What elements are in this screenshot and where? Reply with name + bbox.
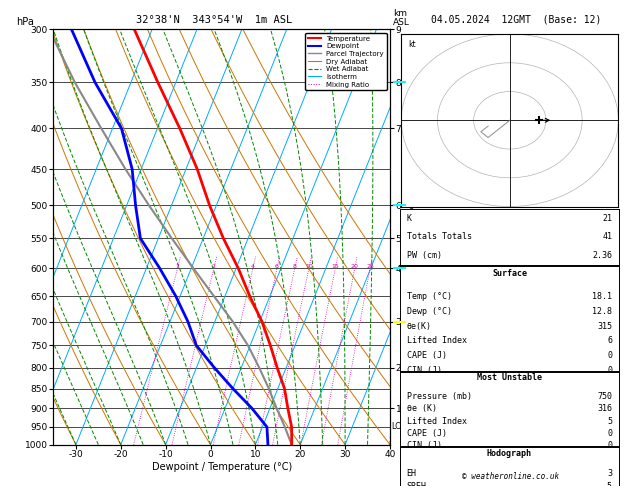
Text: 0: 0 [608, 429, 613, 438]
Text: Surface: Surface [492, 269, 527, 278]
Text: hPa: hPa [16, 17, 35, 27]
Text: 04.05.2024  12GMT  (Base: 12): 04.05.2024 12GMT (Base: 12) [431, 15, 601, 25]
Text: θe (K): θe (K) [406, 404, 437, 413]
Text: 5: 5 [608, 417, 613, 426]
Text: 0: 0 [608, 441, 613, 450]
Text: 25: 25 [366, 264, 374, 269]
Text: CAPE (J): CAPE (J) [406, 429, 447, 438]
Text: θe(K): θe(K) [406, 322, 431, 330]
Text: Totals Totals: Totals Totals [406, 232, 472, 242]
Text: 6: 6 [275, 264, 279, 269]
Text: Dewp (°C): Dewp (°C) [406, 307, 452, 315]
Text: Lifted Index: Lifted Index [406, 336, 467, 346]
Text: 1: 1 [175, 264, 179, 269]
Text: CIN (J): CIN (J) [406, 366, 442, 375]
Text: CAPE (J): CAPE (J) [406, 351, 447, 361]
Text: 0: 0 [608, 366, 613, 375]
Text: Temp (°C): Temp (°C) [406, 292, 452, 301]
Text: Hodograph: Hodograph [487, 449, 532, 458]
Text: 32°38'N  343°54'W  1m ASL: 32°38'N 343°54'W 1m ASL [136, 15, 292, 25]
Y-axis label: Mixing Ratio (g/kg): Mixing Ratio (g/kg) [406, 194, 415, 280]
X-axis label: Dewpoint / Temperature (°C): Dewpoint / Temperature (°C) [152, 462, 292, 472]
Text: 316: 316 [598, 404, 613, 413]
Text: LCL: LCL [391, 422, 405, 432]
Text: 0: 0 [608, 351, 613, 361]
Text: 20: 20 [350, 264, 359, 269]
Text: © weatheronline.co.uk: © weatheronline.co.uk [462, 472, 559, 481]
Text: EH: EH [406, 469, 416, 478]
Text: 21: 21 [603, 214, 613, 223]
Text: PW (cm): PW (cm) [406, 251, 442, 260]
Text: Lifted Index: Lifted Index [406, 417, 467, 426]
Text: 8: 8 [292, 264, 296, 269]
Text: 4: 4 [251, 264, 255, 269]
Text: Pressure (mb): Pressure (mb) [406, 392, 472, 401]
Text: 12.8: 12.8 [593, 307, 613, 315]
Text: km
ASL: km ASL [393, 9, 410, 27]
Text: kt: kt [409, 40, 416, 49]
Text: 6: 6 [608, 336, 613, 346]
Text: K: K [406, 214, 411, 223]
Text: 10: 10 [305, 264, 313, 269]
Text: 2: 2 [212, 264, 216, 269]
Text: 15: 15 [331, 264, 339, 269]
Text: SREH: SREH [406, 482, 426, 486]
Text: 3: 3 [608, 469, 613, 478]
Legend: Temperature, Dewpoint, Parcel Trajectory, Dry Adiabat, Wet Adiabat, Isotherm, Mi: Temperature, Dewpoint, Parcel Trajectory… [305, 33, 386, 90]
Text: -5: -5 [603, 482, 613, 486]
Text: Most Unstable: Most Unstable [477, 373, 542, 382]
Text: CIN (J): CIN (J) [406, 441, 442, 450]
Text: 41: 41 [603, 232, 613, 242]
Text: 2.36: 2.36 [593, 251, 613, 260]
Text: 18.1: 18.1 [593, 292, 613, 301]
Text: 315: 315 [598, 322, 613, 330]
Text: 750: 750 [598, 392, 613, 401]
